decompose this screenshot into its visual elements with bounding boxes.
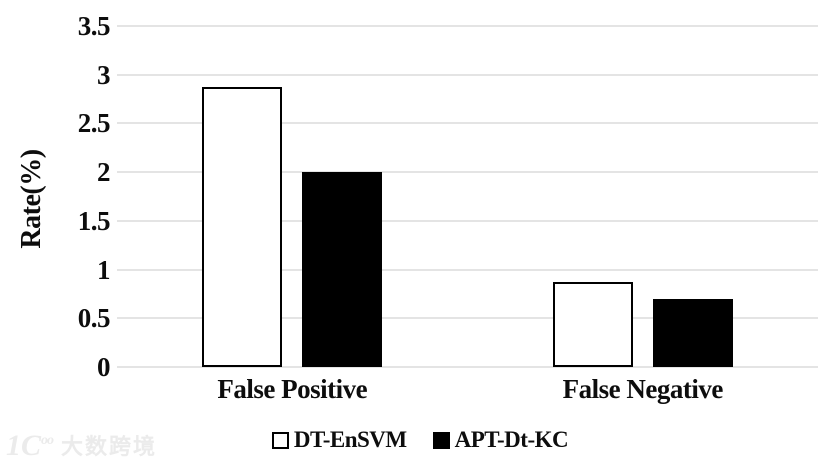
- y-tick-label: 0: [97, 352, 111, 382]
- gridline: [117, 25, 818, 27]
- gridline: [117, 73, 818, 76]
- gridline: [117, 366, 818, 368]
- y-tick-label: 1.5: [77, 205, 111, 236]
- legend-item: DT-EnSVM: [271, 427, 407, 453]
- y-axis-title: Rate(%): [16, 149, 47, 249]
- legend-label: DT-EnSVM: [293, 427, 407, 452]
- legend-swatch-icon: [432, 432, 450, 449]
- bar-apt-dt-kc-false-positive: [302, 172, 383, 367]
- x-category-label: False Negative: [562, 374, 724, 404]
- watermark-logo-icon: 1Coo: [6, 429, 54, 462]
- gridline: [117, 317, 818, 320]
- y-tick-label: 3.5: [77, 11, 111, 41]
- legend-item: APT-Dt-KC: [432, 427, 569, 453]
- watermark: 1Coo 大数跨境: [6, 426, 157, 461]
- legend-swatch-icon: [271, 432, 289, 449]
- watermark-text: 大数跨境: [61, 435, 158, 460]
- gridline: [117, 268, 818, 271]
- bar-dt-ensvm-false-negative: [552, 282, 633, 367]
- x-category-label: False Positive: [217, 374, 368, 404]
- bar-apt-dt-kc-false-negative: [652, 298, 733, 367]
- gridline: [117, 219, 818, 222]
- legend-label: APT-Dt-KC: [454, 427, 569, 452]
- y-tick-label: 3: [97, 59, 111, 90]
- y-tick-label: 2.5: [77, 108, 111, 139]
- y-tick-label: 1: [97, 254, 111, 285]
- gridline: [117, 171, 818, 174]
- legend: DT-EnSVM APT-Dt-KC: [0, 424, 840, 456]
- y-tick-label: 2: [97, 157, 111, 188]
- y-tick-label: 0.5: [77, 303, 111, 334]
- bar-dt-ensvm-false-positive: [202, 87, 283, 367]
- gridline: [117, 122, 818, 125]
